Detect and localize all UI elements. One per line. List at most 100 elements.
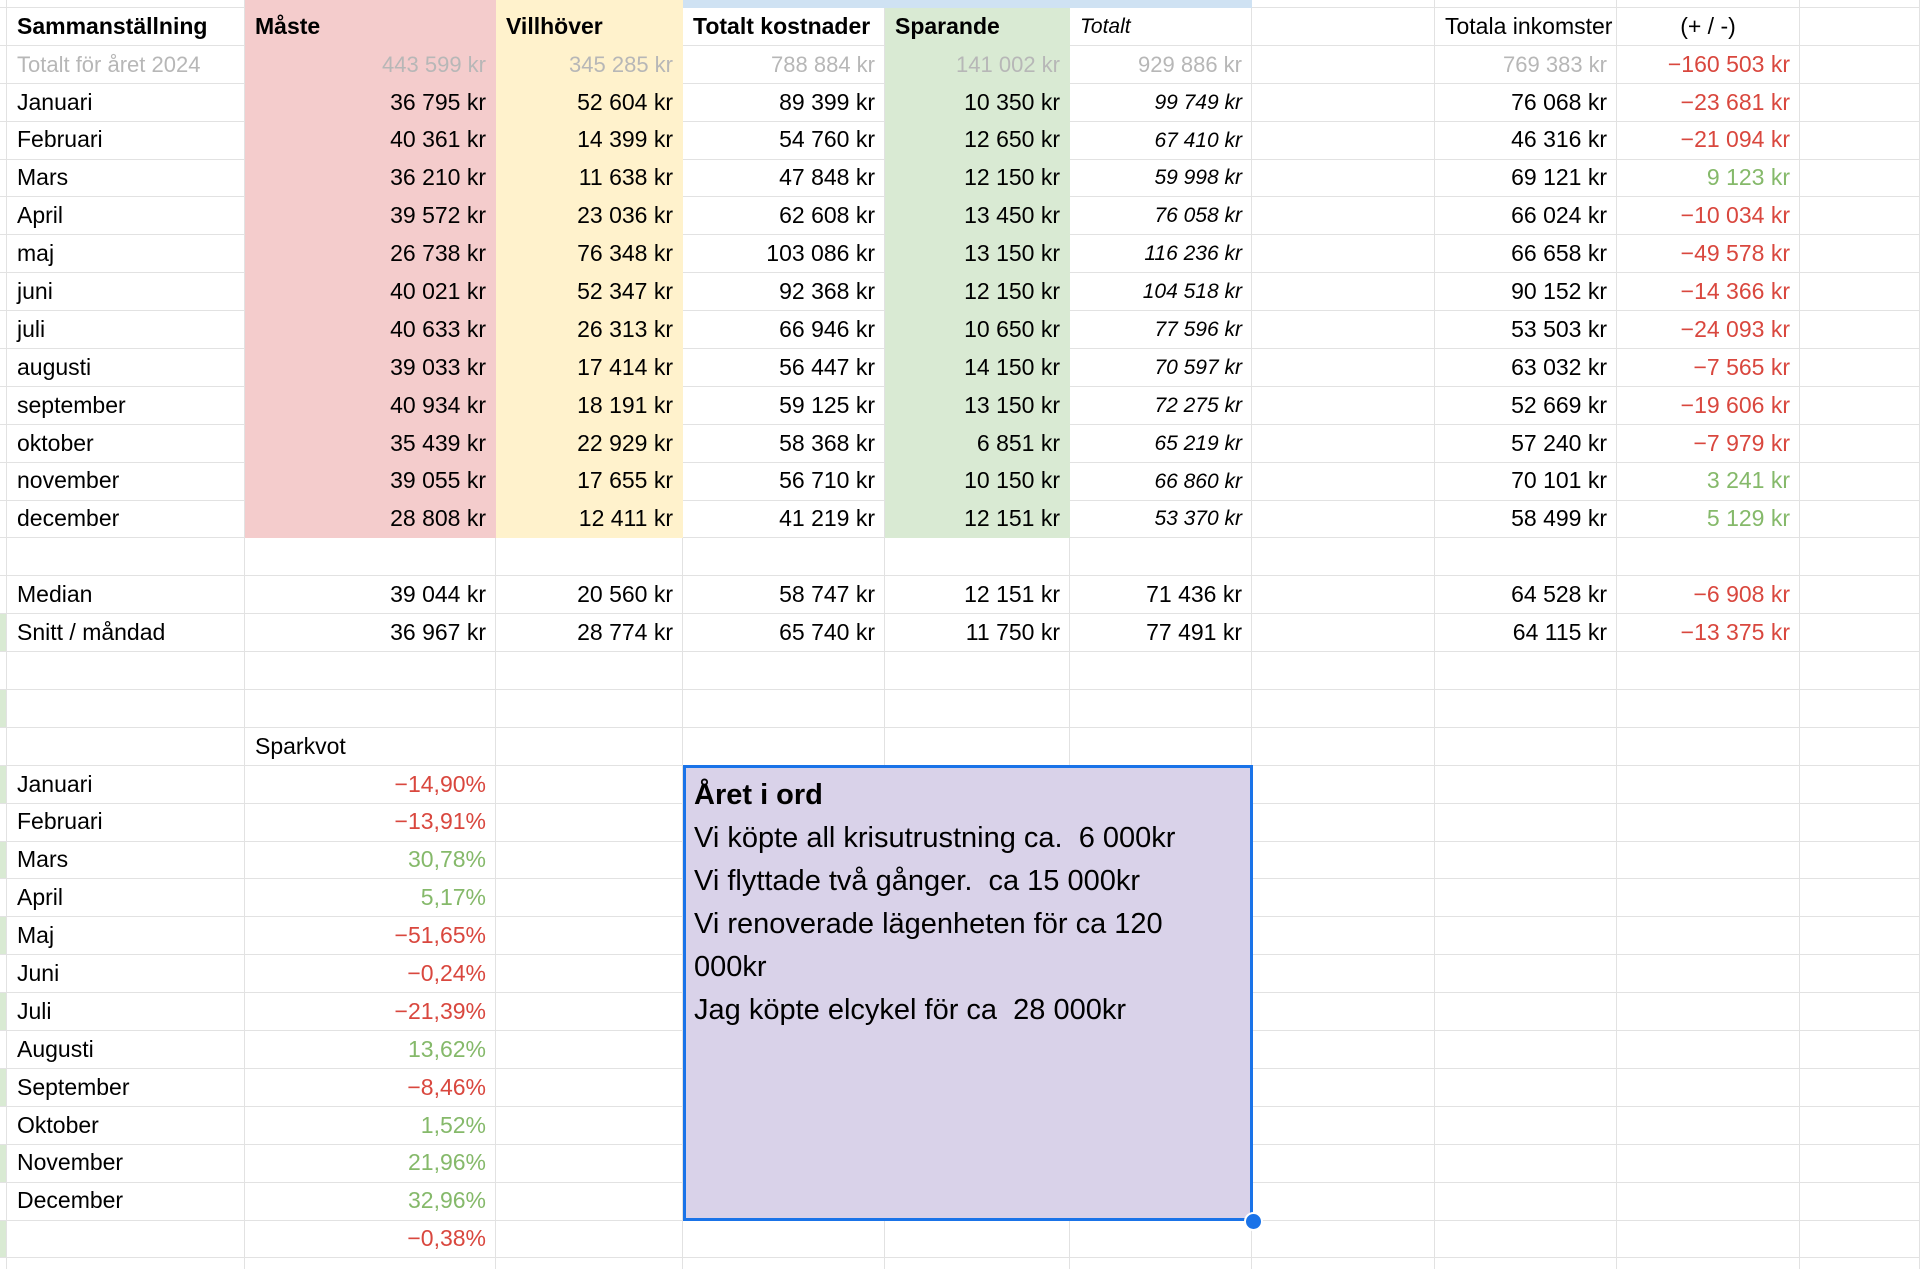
empty-cell[interactable] — [1070, 690, 1252, 728]
empty-cell[interactable] — [496, 1031, 683, 1069]
empty-cell[interactable] — [496, 879, 683, 918]
empty-cell[interactable] — [1800, 462, 1920, 501]
header-totala-inkomster[interactable]: Totala inkomster — [1435, 8, 1617, 46]
maste-value-cell[interactable]: 39 044 kr — [245, 576, 496, 615]
row-label-cell[interactable]: Januari — [7, 83, 245, 122]
empty-cell[interactable] — [245, 538, 496, 577]
maste-value-cell[interactable]: 39 055 kr — [245, 462, 496, 501]
diff-value-cell[interactable]: −23 681 kr — [1617, 83, 1800, 122]
empty-cell[interactable] — [1617, 879, 1800, 918]
sparande-value-cell[interactable]: 13 150 kr — [885, 235, 1070, 274]
sparande-value-cell[interactable]: 13 150 kr — [885, 386, 1070, 425]
totalt-value-cell[interactable]: 76 058 kr — [1070, 197, 1252, 236]
empty-cell[interactable] — [1617, 955, 1800, 994]
empty-cell[interactable] — [1252, 500, 1435, 539]
totalt-value-cell[interactable]: 72 275 kr — [1070, 386, 1252, 425]
empty-cell[interactable] — [1617, 1068, 1800, 1107]
empty-cell[interactable] — [7, 690, 245, 728]
sparande-value-cell[interactable]: 12 151 kr — [885, 500, 1070, 539]
empty-cell[interactable] — [1252, 197, 1435, 236]
villhover-value-cell[interactable]: 28 774 kr — [496, 614, 683, 653]
empty-cell[interactable] — [1252, 538, 1435, 577]
empty-cell[interactable] — [1617, 1182, 1800, 1221]
empty-cell[interactable] — [496, 803, 683, 842]
empty-cell[interactable] — [1800, 121, 1920, 160]
empty-cell[interactable] — [1252, 955, 1435, 994]
villhover-value-cell[interactable]: 345 285 kr — [496, 45, 683, 84]
empty-cell[interactable] — [496, 841, 683, 880]
kostnader-value-cell[interactable]: 65 740 kr — [683, 614, 885, 653]
empty-cell[interactable] — [1617, 1144, 1800, 1183]
inkomster-value-cell[interactable]: 53 503 kr — [1435, 311, 1617, 350]
empty-cell[interactable] — [1617, 841, 1800, 880]
header-totalt-kostnader[interactable]: Totalt kostnader — [683, 8, 885, 46]
empty-cell[interactable] — [1252, 1144, 1435, 1183]
empty-cell[interactable] — [1800, 993, 1920, 1032]
empty-cell[interactable] — [1800, 652, 1920, 691]
sparande-value-cell[interactable]: 12 150 kr — [885, 159, 1070, 198]
maste-value-cell[interactable]: 40 021 kr — [245, 273, 496, 312]
sparkvot-value-cell[interactable]: −51,65% — [245, 917, 496, 956]
sparkvot-month-cell[interactable]: Oktober — [7, 1106, 245, 1145]
empty-cell[interactable] — [1617, 538, 1800, 577]
sparkvot-month-cell[interactable]: December — [7, 1182, 245, 1221]
empty-cell[interactable] — [1800, 1106, 1920, 1145]
empty-cell[interactable] — [1435, 803, 1617, 842]
empty-cell[interactable] — [1070, 1220, 1252, 1259]
empty-cell[interactable] — [1435, 879, 1617, 918]
row-label-cell[interactable]: december — [7, 500, 245, 539]
maste-value-cell[interactable]: 443 599 kr — [245, 45, 496, 84]
empty-cell[interactable] — [1252, 121, 1435, 160]
kostnader-value-cell[interactable]: 41 219 kr — [683, 500, 885, 539]
sparkvot-month-cell[interactable]: Mars — [7, 841, 245, 880]
diff-value-cell[interactable]: 5 129 kr — [1617, 500, 1800, 539]
empty-cell[interactable] — [885, 538, 1070, 577]
diff-value-cell[interactable]: −19 606 kr — [1617, 386, 1800, 425]
empty-cell[interactable] — [1252, 1031, 1435, 1069]
empty-cell[interactable] — [1435, 1031, 1617, 1069]
kostnader-value-cell[interactable]: 89 399 kr — [683, 83, 885, 122]
sparkvot-month-cell[interactable]: Augusti — [7, 1031, 245, 1069]
row-label-cell[interactable]: september — [7, 386, 245, 425]
villhover-value-cell[interactable]: 22 929 kr — [496, 424, 683, 463]
empty-cell[interactable] — [496, 727, 683, 766]
maste-value-cell[interactable]: 36 967 kr — [245, 614, 496, 653]
empty-cell[interactable] — [1435, 841, 1617, 880]
diff-value-cell[interactable]: −6 908 kr — [1617, 576, 1800, 615]
kostnader-value-cell[interactable]: 66 946 kr — [683, 311, 885, 350]
row-label-cell[interactable]: Februari — [7, 121, 245, 160]
empty-cell[interactable] — [1800, 83, 1920, 122]
empty-cell[interactable] — [683, 727, 885, 766]
sparkvot-month-cell[interactable]: Januari — [7, 765, 245, 804]
empty-cell[interactable] — [496, 1106, 683, 1145]
empty-cell[interactable] — [496, 538, 683, 577]
kostnader-value-cell[interactable]: 788 884 kr — [683, 45, 885, 84]
totalt-value-cell[interactable]: 53 370 kr — [1070, 500, 1252, 539]
empty-cell[interactable] — [1435, 652, 1617, 691]
maste-value-cell[interactable]: 39 572 kr — [245, 197, 496, 236]
empty-cell[interactable] — [496, 652, 683, 691]
empty-cell[interactable] — [683, 1220, 885, 1259]
empty-cell[interactable] — [1800, 538, 1920, 577]
villhover-value-cell[interactable]: 23 036 kr — [496, 197, 683, 236]
empty-cell[interactable] — [496, 690, 683, 728]
empty-cell[interactable] — [496, 1144, 683, 1183]
inkomster-value-cell[interactable]: 58 499 kr — [1435, 500, 1617, 539]
empty-cell[interactable] — [1435, 690, 1617, 728]
empty-cell[interactable] — [1435, 993, 1617, 1032]
sparkvot-value-cell[interactable]: −21,39% — [245, 993, 496, 1032]
sparkvot-value-cell[interactable]: 32,96% — [245, 1182, 496, 1221]
diff-value-cell[interactable]: −7 565 kr — [1617, 349, 1800, 387]
inkomster-value-cell[interactable]: 57 240 kr — [1435, 424, 1617, 463]
header-villhover[interactable]: Villhöver — [496, 8, 683, 46]
inkomster-value-cell[interactable]: 769 383 kr — [1435, 45, 1617, 84]
empty-cell[interactable] — [1435, 1182, 1617, 1221]
kostnader-value-cell[interactable]: 54 760 kr — [683, 121, 885, 160]
row-label-cell[interactable]: juni — [7, 273, 245, 312]
empty-cell[interactable] — [1252, 652, 1435, 691]
row-label-cell[interactable]: juli — [7, 311, 245, 350]
empty-cell[interactable] — [1800, 690, 1920, 728]
empty-cell[interactable] — [1800, 727, 1920, 766]
empty-cell[interactable] — [7, 538, 245, 577]
empty-cell[interactable] — [1800, 841, 1920, 880]
